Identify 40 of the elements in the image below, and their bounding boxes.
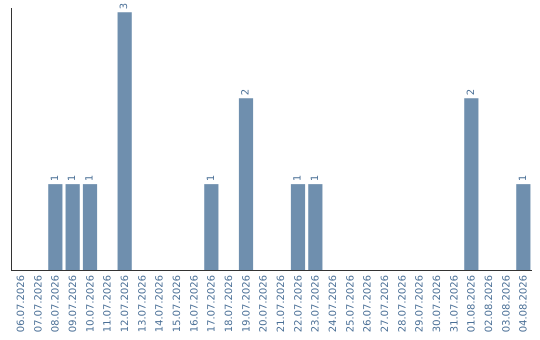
- x-tick-label: 20.07.2026: [258, 275, 270, 332]
- x-tick-label: 15.07.2026: [172, 275, 183, 332]
- data-label: 1: [67, 174, 78, 182]
- x-tick-label: 30.07.2026: [432, 275, 443, 332]
- data-label: 1: [84, 174, 96, 182]
- x-tick-label: 31.07.2026: [449, 275, 460, 332]
- x-tick-label: 14.07.2026: [154, 275, 166, 332]
- x-tick-label: 06.07.2026: [16, 275, 27, 332]
- data-label: 1: [310, 174, 321, 182]
- data-label: 2: [240, 88, 252, 96]
- x-tick-label: 24.07.2026: [328, 275, 339, 332]
- x-tick-label: 10.07.2026: [85, 275, 96, 332]
- data-label: 2: [466, 88, 477, 96]
- x-tick-label: 08.07.2026: [50, 275, 62, 332]
- x-tick-label: 02.08.2026: [484, 275, 495, 332]
- data-label: 1: [518, 174, 529, 182]
- x-tick-label: 21.07.2026: [276, 275, 287, 332]
- x-tick-label: 19.07.2026: [241, 275, 252, 332]
- x-tick-label: 03.08.2026: [501, 275, 512, 332]
- x-tick-label: 17.07.2026: [206, 275, 218, 332]
- x-tick-label: 11.07.2026: [102, 275, 114, 332]
- x-tick-label: 12.07.2026: [120, 275, 131, 332]
- x-tick-label: 18.07.2026: [224, 275, 235, 332]
- x-tick-label: 09.07.2026: [68, 275, 79, 332]
- x-tick-label: 29.07.2026: [414, 275, 426, 332]
- x-tick-label: 07.07.2026: [33, 275, 44, 332]
- data-label: 1: [292, 174, 304, 182]
- x-tick-label: 25.07.2026: [345, 275, 356, 332]
- x-tick-label: 04.08.2026: [518, 275, 530, 332]
- x-tick-label: 27.07.2026: [380, 275, 391, 332]
- x-tick-label: 01.08.2026: [466, 275, 478, 332]
- x-tick-label: 22.07.2026: [293, 275, 304, 332]
- x-tick-label: 26.07.2026: [362, 275, 374, 332]
- x-tick-label: 28.07.2026: [397, 275, 408, 332]
- data-label: 3: [119, 2, 130, 10]
- data-label: 1: [50, 174, 61, 182]
- data-label: 1: [206, 174, 217, 182]
- x-tick-label: 16.07.2026: [189, 275, 200, 332]
- x-tick-label: 13.07.2026: [137, 275, 148, 332]
- x-tick-label: 23.07.2026: [310, 275, 322, 332]
